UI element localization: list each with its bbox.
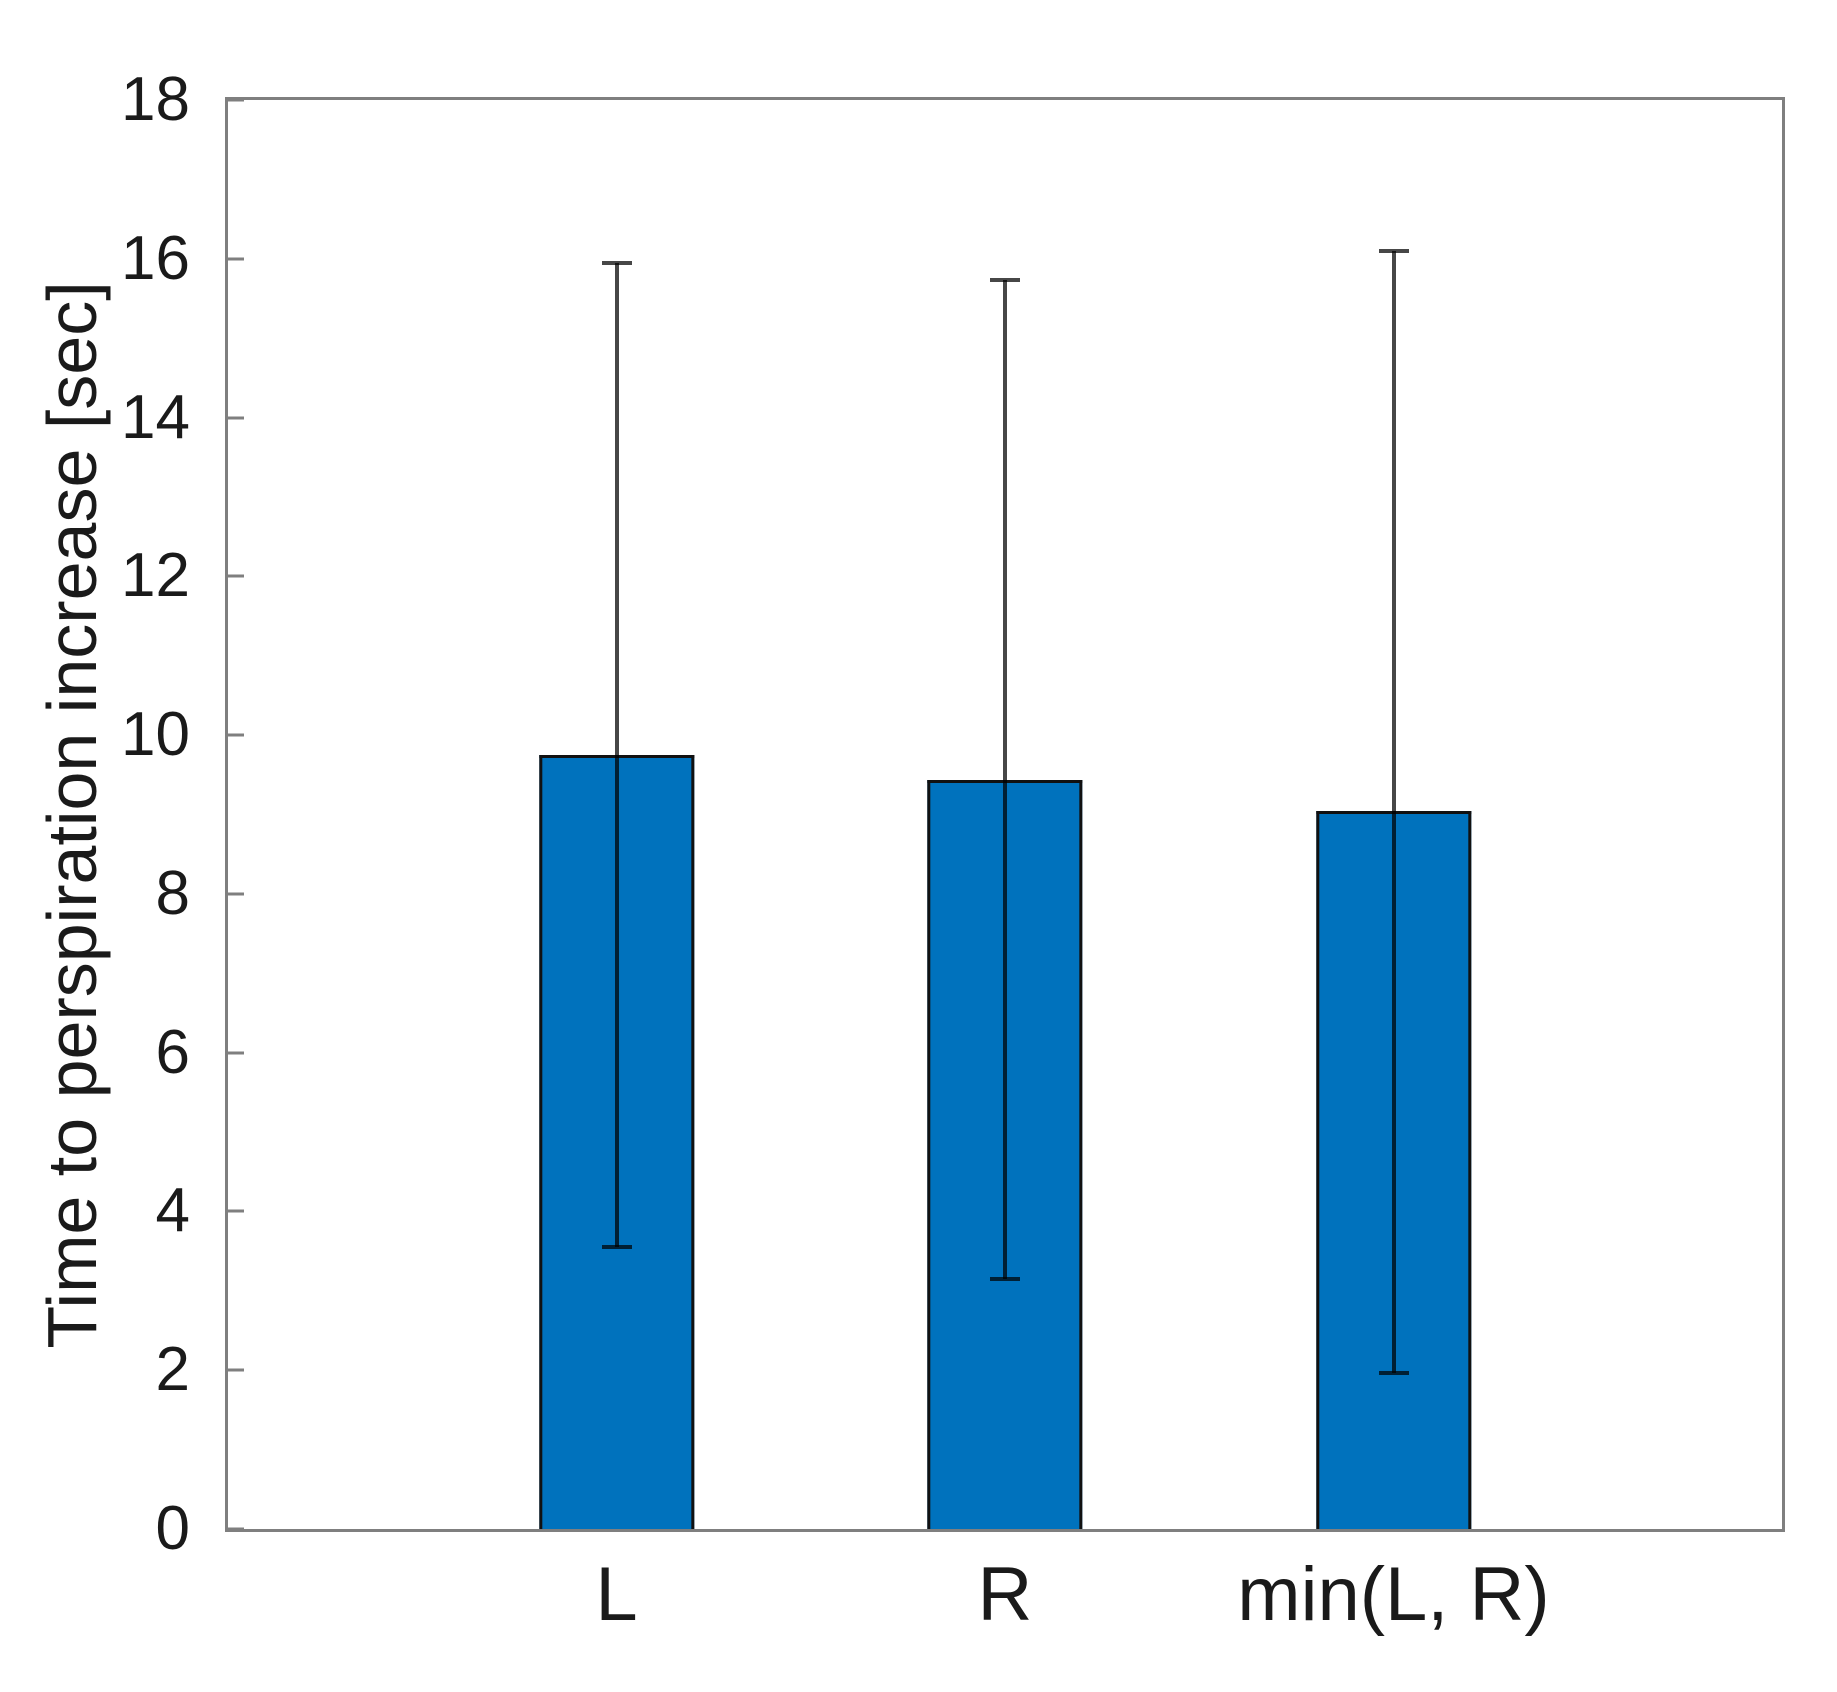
y-tick-mark (228, 1368, 244, 1372)
y-tick-label: 14 (121, 382, 190, 452)
y-tick-label: 12 (121, 541, 190, 611)
error-bar-line (1391, 250, 1396, 1373)
y-tick-mark (228, 416, 244, 420)
y-tick-mark (228, 98, 244, 102)
y-tick-mark (228, 257, 244, 261)
error-bar-cap-bottom (601, 1245, 632, 1250)
error-bar-line (614, 262, 619, 1248)
error-bar-cap-top (601, 260, 632, 265)
y-tick-mark (228, 1209, 244, 1213)
y-tick-mark (228, 892, 244, 896)
y-tick-label: 8 (155, 858, 190, 928)
y-tick-label: 18 (121, 65, 190, 134)
y-tick-label: 2 (155, 1335, 190, 1405)
x-tick-label: L (595, 1552, 638, 1637)
y-axis-label: Time to perspiration increase [sec] (33, 281, 111, 1349)
error-bar-cap-bottom (990, 1276, 1020, 1281)
y-tick-mark (228, 574, 244, 578)
y-tick-mark (228, 1527, 244, 1531)
y-tick-mark (228, 733, 244, 737)
x-tick-label: R (977, 1552, 1033, 1637)
error-bar-line (1003, 280, 1007, 1279)
y-tick-label: 6 (155, 1017, 190, 1087)
y-tick-mark (228, 1051, 244, 1055)
error-bar-cap-bottom (1378, 1370, 1409, 1375)
y-tick-label: 16 (121, 223, 190, 293)
error-bar-cap-top (990, 278, 1020, 283)
x-tick-label: min(L, R) (1237, 1552, 1550, 1637)
y-tick-label: 0 (155, 1494, 190, 1563)
y-tick-label: 10 (121, 700, 190, 770)
y-tick-label: 4 (155, 1176, 190, 1246)
error-bar-cap-top (1378, 248, 1409, 253)
